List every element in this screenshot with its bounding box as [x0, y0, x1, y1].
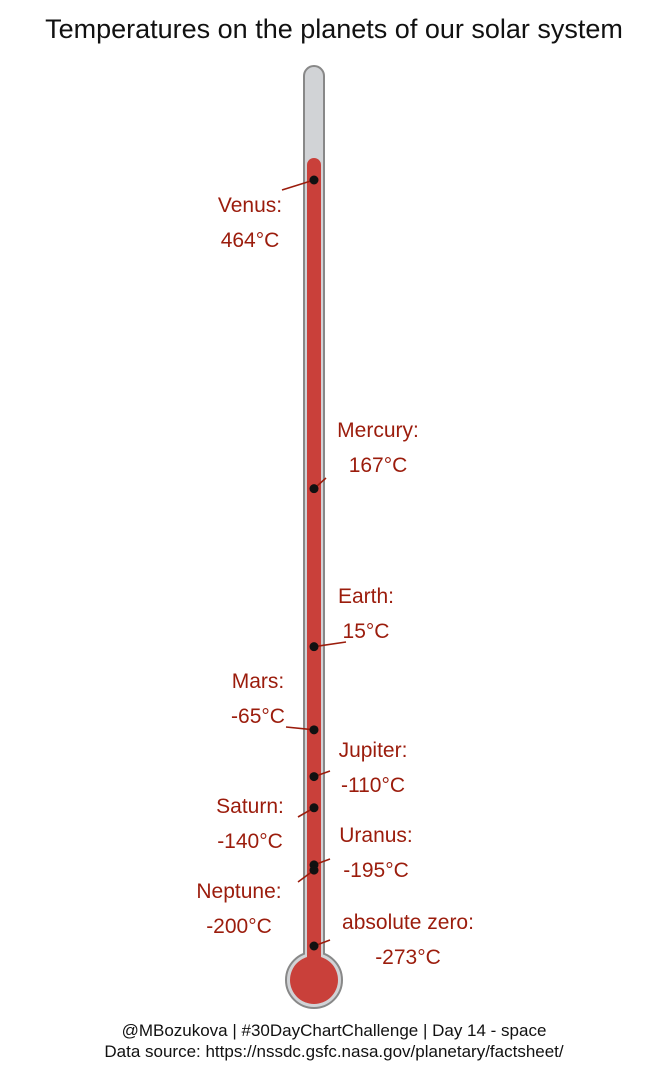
leader-line-mars [285, 726, 315, 731]
point-mars [309, 725, 319, 735]
value-label-saturn: -140°C [217, 830, 283, 853]
point-earth [309, 642, 319, 652]
label-earth: Earth: [338, 585, 394, 608]
value-label-absolute-zero: -273°C [375, 946, 441, 969]
mercury-bulb [290, 956, 338, 1004]
value-label-jupiter: -110°C [341, 774, 405, 797]
label-jupiter: Jupiter: [339, 739, 408, 762]
point-jupiter [309, 772, 319, 782]
label-neptune: Neptune: [196, 880, 281, 903]
leader-line-venus [281, 179, 315, 191]
source-text: Data source: https://nssdc.gsfc.nasa.gov… [104, 1042, 564, 1061]
label-uranus: Uranus: [339, 824, 413, 847]
point-absolute-zero [309, 941, 319, 951]
label-absolute-zero: absolute zero: [342, 911, 474, 934]
value-label-neptune: -200°C [206, 915, 272, 938]
value-label-earth: 15°C [343, 620, 390, 643]
mercury-column [307, 158, 321, 975]
leader-line-earth [313, 641, 347, 648]
label-mercury: Mercury: [337, 419, 419, 442]
point-neptune [309, 865, 319, 875]
label-venus: Venus: [218, 194, 282, 217]
credit-text: @MBozukova | #30DayChartChallenge | Day … [121, 1021, 547, 1040]
value-label-venus: 464°C [221, 229, 280, 252]
chart-title: Temperatures on the planets of our solar… [45, 14, 623, 44]
thermometer [285, 65, 343, 1009]
footer: @MBozukova | #30DayChartChallenge | Day … [0, 1020, 668, 1062]
label-mars: Mars: [232, 670, 285, 693]
label-saturn: Saturn: [216, 795, 284, 818]
value-label-uranus: -195°C [343, 859, 409, 882]
point-mercury [309, 484, 319, 494]
value-label-mars: -65°C [231, 705, 285, 728]
data-marks: Venus: 464°C Mercury: 167°C Earth: 15°C Mars: -… [196, 175, 474, 969]
point-saturn [309, 803, 319, 813]
value-label-mercury: 167°C [349, 454, 408, 477]
point-venus [309, 175, 319, 185]
